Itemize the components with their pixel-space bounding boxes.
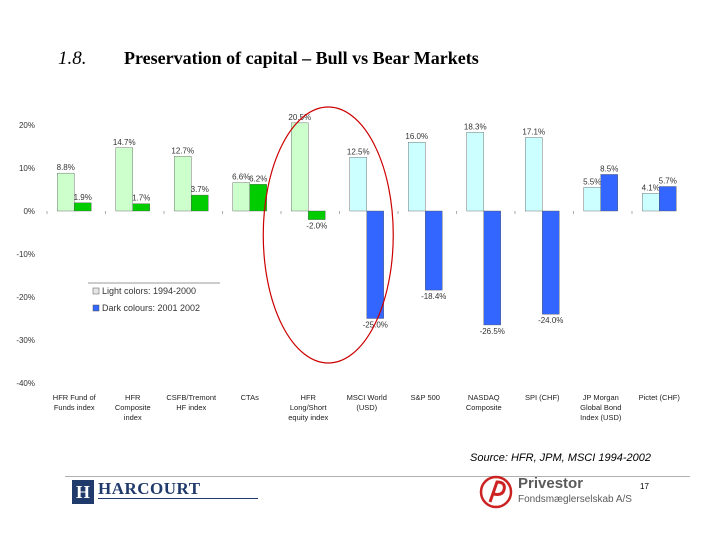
- category-label: Long/Short: [290, 403, 328, 412]
- category-label: CTAs: [241, 393, 259, 402]
- bar-light: [642, 193, 660, 212]
- bar-dark: [249, 184, 267, 212]
- category-label: index: [124, 413, 142, 422]
- data-label: -18.4%: [421, 292, 446, 301]
- legend-label-light: Light colors: 1994-2000: [102, 286, 196, 296]
- bar-light: [349, 157, 367, 212]
- bar-chart: 20% 10% 0% -10% -20% -30% -40% 8.8% 1.9% HFR Fund…: [16, 106, 681, 422]
- y-tick-label: 10%: [19, 164, 35, 173]
- data-label: 20.5%: [288, 113, 311, 122]
- bar-dark: [191, 194, 209, 212]
- category-label: Pictet (CHF): [639, 393, 681, 402]
- legend-swatch-dark: [92, 304, 100, 312]
- data-label: 16.0%: [405, 132, 428, 141]
- harcourt-mark-icon: H: [72, 480, 94, 504]
- data-label: -26.5%: [480, 327, 505, 336]
- y-tick-label: -20%: [16, 293, 35, 302]
- data-label: 4.1%: [642, 183, 660, 192]
- slide-title: 1.8. Preservation of capital – Bull vs B…: [58, 48, 700, 76]
- bar-light: [408, 142, 426, 212]
- category-label: MSCI World: [347, 393, 387, 402]
- category-label: S&P 500: [411, 393, 440, 402]
- data-label: -24.0%: [538, 316, 563, 325]
- highlight-ellipse: [262, 106, 394, 364]
- bar-dark: [600, 174, 618, 212]
- y-tick-label: 20%: [19, 121, 35, 130]
- title-text: Preservation of capital – Bull vs Bear M…: [124, 48, 479, 68]
- y-tick-label: 0%: [23, 207, 35, 216]
- page-number: 17: [640, 482, 649, 491]
- harcourt-name: HARCOURT: [98, 479, 201, 498]
- legend-label-dark: Dark colours: 2001 2002: [102, 303, 200, 313]
- data-label: 12.7%: [171, 146, 194, 155]
- category-label: HF index: [176, 403, 206, 412]
- data-label: 1.7%: [132, 194, 150, 203]
- data-label: 1.9%: [74, 193, 92, 202]
- bar-light: [525, 137, 543, 212]
- category-label: Composite: [466, 403, 502, 412]
- data-label: 3.7%: [191, 185, 209, 194]
- category-label: Global Bond: [580, 403, 621, 412]
- bar-dark: [74, 202, 92, 212]
- y-tick-label: -10%: [16, 250, 35, 259]
- bar-dark: [659, 186, 677, 212]
- bar-dark: [308, 210, 326, 220]
- category-label: HFR: [301, 393, 317, 402]
- bar-light: [174, 156, 192, 212]
- bar-light: [466, 132, 484, 212]
- category-label: equity index: [288, 413, 328, 422]
- legend-swatch-light: [92, 287, 100, 295]
- data-label: -25.0%: [363, 321, 388, 330]
- source-note: Source: HFR, JPM, MSCI 1994-2002: [470, 452, 651, 464]
- data-label: 8.8%: [57, 163, 75, 172]
- data-label: 6.6%: [232, 173, 250, 182]
- section-number: 1.8.: [58, 48, 87, 69]
- bar-light: [232, 182, 250, 212]
- category-label: Funds index: [54, 403, 95, 412]
- bar-light: [291, 122, 309, 212]
- bar-light: [115, 147, 133, 212]
- bar-dark: [425, 210, 443, 291]
- category-label: HFR Fund of: [53, 393, 97, 402]
- bar-dark: [483, 210, 501, 326]
- category-label: SPI (CHF): [525, 393, 560, 402]
- bar-dark: [366, 210, 384, 319]
- privestor-subtitle: Fondsmæglerselskab A/S: [518, 494, 632, 505]
- data-label: 17.1%: [522, 127, 545, 136]
- bar-light: [57, 172, 75, 212]
- data-label: 6.2%: [249, 174, 267, 183]
- category-label: (USD): [356, 403, 377, 412]
- category-label: CSFB/Tremont: [166, 393, 217, 402]
- harcourt-underline: [98, 498, 258, 502]
- y-tick-label: -30%: [16, 336, 35, 345]
- footer-divider: [65, 476, 690, 477]
- bar-dark: [132, 203, 150, 212]
- privestor-name: Privestor: [518, 475, 584, 492]
- privestor-emblem-icon: [479, 475, 513, 509]
- category-label: NASDAQ: [468, 393, 500, 402]
- data-label: 5.7%: [659, 176, 677, 185]
- data-label: 14.7%: [113, 138, 136, 147]
- data-label: 8.5%: [600, 164, 618, 173]
- data-label: 5.5%: [583, 177, 601, 186]
- data-label: 12.5%: [347, 147, 370, 156]
- category-label: JP Morgan: [583, 393, 619, 402]
- category-label: Composite: [115, 403, 151, 412]
- bar-light: [583, 187, 601, 212]
- category-label: HFR: [125, 393, 141, 402]
- y-tick-label: -40%: [16, 379, 35, 388]
- data-label: -2.0%: [306, 222, 327, 231]
- data-label: 18.3%: [464, 122, 487, 131]
- category-label: Index (USD): [580, 413, 622, 422]
- bar-dark: [542, 210, 560, 315]
